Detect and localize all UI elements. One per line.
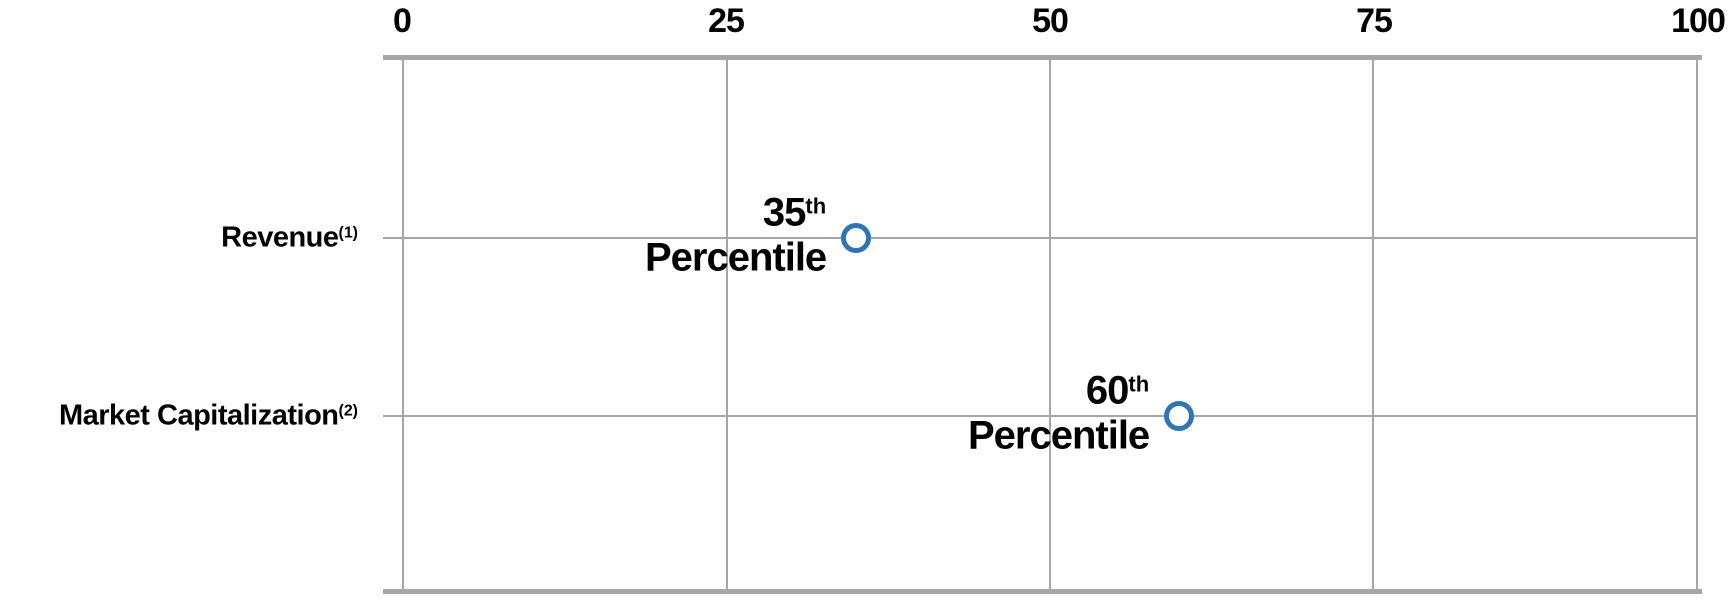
category-label-revenue: Revenue(1) xyxy=(0,222,358,255)
ordinal-suffix: th xyxy=(1128,371,1150,397)
vertical-gridline-75 xyxy=(1372,58,1374,589)
point-value-word: Percentile xyxy=(967,413,1150,458)
point-value-number: 60 xyxy=(1085,368,1129,413)
point-label-market-cap: 60th Percentile xyxy=(967,368,1150,459)
footnote-marker: (1) xyxy=(338,224,358,242)
x-axis-tick-label-0: 0 xyxy=(393,2,412,40)
category-label-text: Market Capitalization xyxy=(58,399,339,432)
x-axis-tick-label-100: 100 xyxy=(1671,2,1726,40)
plot-area: 35th Percentile 60th Percentile xyxy=(383,57,1698,590)
data-point-marker-revenue xyxy=(841,223,872,253)
point-value-number: 35 xyxy=(762,190,806,235)
category-row-line-market-cap xyxy=(383,415,1696,417)
x-axis-tick-labels: 0 25 50 75 100 xyxy=(393,0,1726,44)
point-label-revenue: 35th Percentile xyxy=(644,190,827,281)
vertical-gridline-50 xyxy=(1049,58,1051,589)
data-point-marker-market-cap xyxy=(1164,401,1195,431)
bottom-axis-line xyxy=(383,589,1702,594)
footnote-marker: (2) xyxy=(338,402,358,420)
point-value-word: Percentile xyxy=(644,235,827,280)
x-axis-tick-label-75: 75 xyxy=(1356,2,1393,40)
category-label-text: Revenue xyxy=(221,221,339,254)
category-label-market-cap: Market Capitalization(2) xyxy=(0,400,358,433)
category-row-line-revenue xyxy=(383,237,1696,239)
x-axis-tick-label-50: 50 xyxy=(1032,2,1069,40)
x-axis-tick-label-25: 25 xyxy=(708,2,745,40)
ordinal-suffix: th xyxy=(805,193,827,219)
vertical-gridline-25 xyxy=(726,58,728,589)
